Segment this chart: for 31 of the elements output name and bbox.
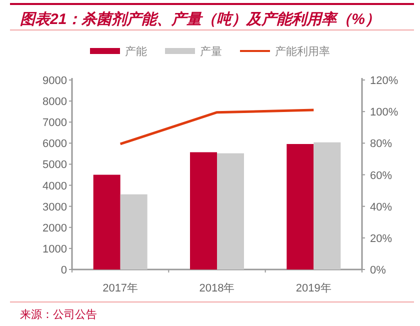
y-tick-label: 0 [60, 264, 67, 276]
chart-title: 图表21：杀菌剂产能、产量（吨）及产能利用率（%） [20, 10, 380, 28]
source-note: 来源：公司公告 [20, 308, 97, 321]
y-tick-label: 8000 [42, 96, 67, 108]
y-tick-label: 1000 [42, 243, 67, 256]
x-tick-label: 2019年 [296, 282, 332, 294]
y2-tick-label: 20% [370, 232, 392, 245]
y-tick-label: 4000 [42, 180, 67, 192]
bar [93, 174, 120, 270]
bar [286, 144, 314, 270]
y2-tick-label: 120% [370, 75, 398, 87]
legend-label: 产能利用率 [275, 45, 330, 58]
bar [190, 152, 217, 270]
y2-tick-label: 0% [370, 264, 386, 276]
y2-tick-label: 60% [370, 170, 392, 182]
y-tick-label: 2000 [42, 222, 67, 234]
bar [217, 153, 244, 270]
legend-label: 产量 [200, 45, 222, 58]
y-tick-label: 5000 [42, 159, 67, 172]
bar [120, 194, 148, 270]
y-tick-label: 6000 [42, 138, 67, 150]
y2-tick-label: 100% [370, 106, 398, 119]
y-tick-label: 7000 [42, 117, 67, 130]
x-tick-label: 2017年 [102, 282, 138, 294]
x-tick-label: 2018年 [199, 282, 235, 294]
bar [314, 142, 341, 270]
y-tick-label: 3000 [42, 201, 67, 214]
y-tick-label: 9000 [42, 75, 67, 87]
y2-tick-label: 40% [370, 201, 392, 214]
legend-label: 产能 [125, 45, 147, 58]
y2-tick-label: 80% [370, 138, 392, 150]
